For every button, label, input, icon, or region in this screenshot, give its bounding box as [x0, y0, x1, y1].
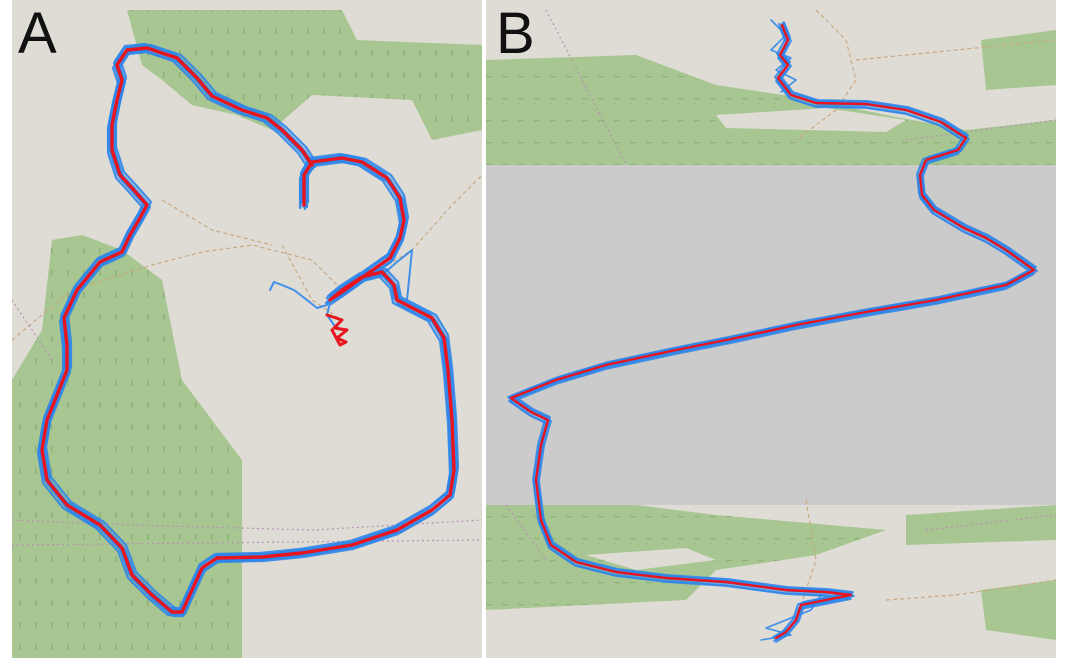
- gps-track: [381, 249, 413, 301]
- panel-label-a: A: [18, 1, 57, 66]
- gps-track: [760, 594, 822, 641]
- boundary-lines: [505, 9, 1056, 561]
- map-a: [12, 10, 482, 658]
- gps-track-red: [509, 23, 1036, 640]
- gps-track: [509, 23, 1036, 640]
- panel-label-b: B: [496, 1, 535, 66]
- forest-area-top: [486, 30, 1056, 165]
- gps-track: [40, 46, 456, 614]
- map-panel-a: A: [12, 0, 482, 658]
- gps-track: [325, 313, 349, 347]
- forest-area-north: [127, 10, 482, 140]
- footpaths: [12, 174, 482, 341]
- gps-track: [269, 281, 343, 331]
- gps-track: [510, 28, 1035, 643]
- forest-area-bottom: [486, 505, 1056, 640]
- gps-track-red: [40, 46, 456, 614]
- gps-track: [511, 22, 1036, 637]
- map-panel-b: B: [486, 0, 1056, 658]
- map-b: [486, 9, 1056, 643]
- footpaths: [795, 9, 1056, 621]
